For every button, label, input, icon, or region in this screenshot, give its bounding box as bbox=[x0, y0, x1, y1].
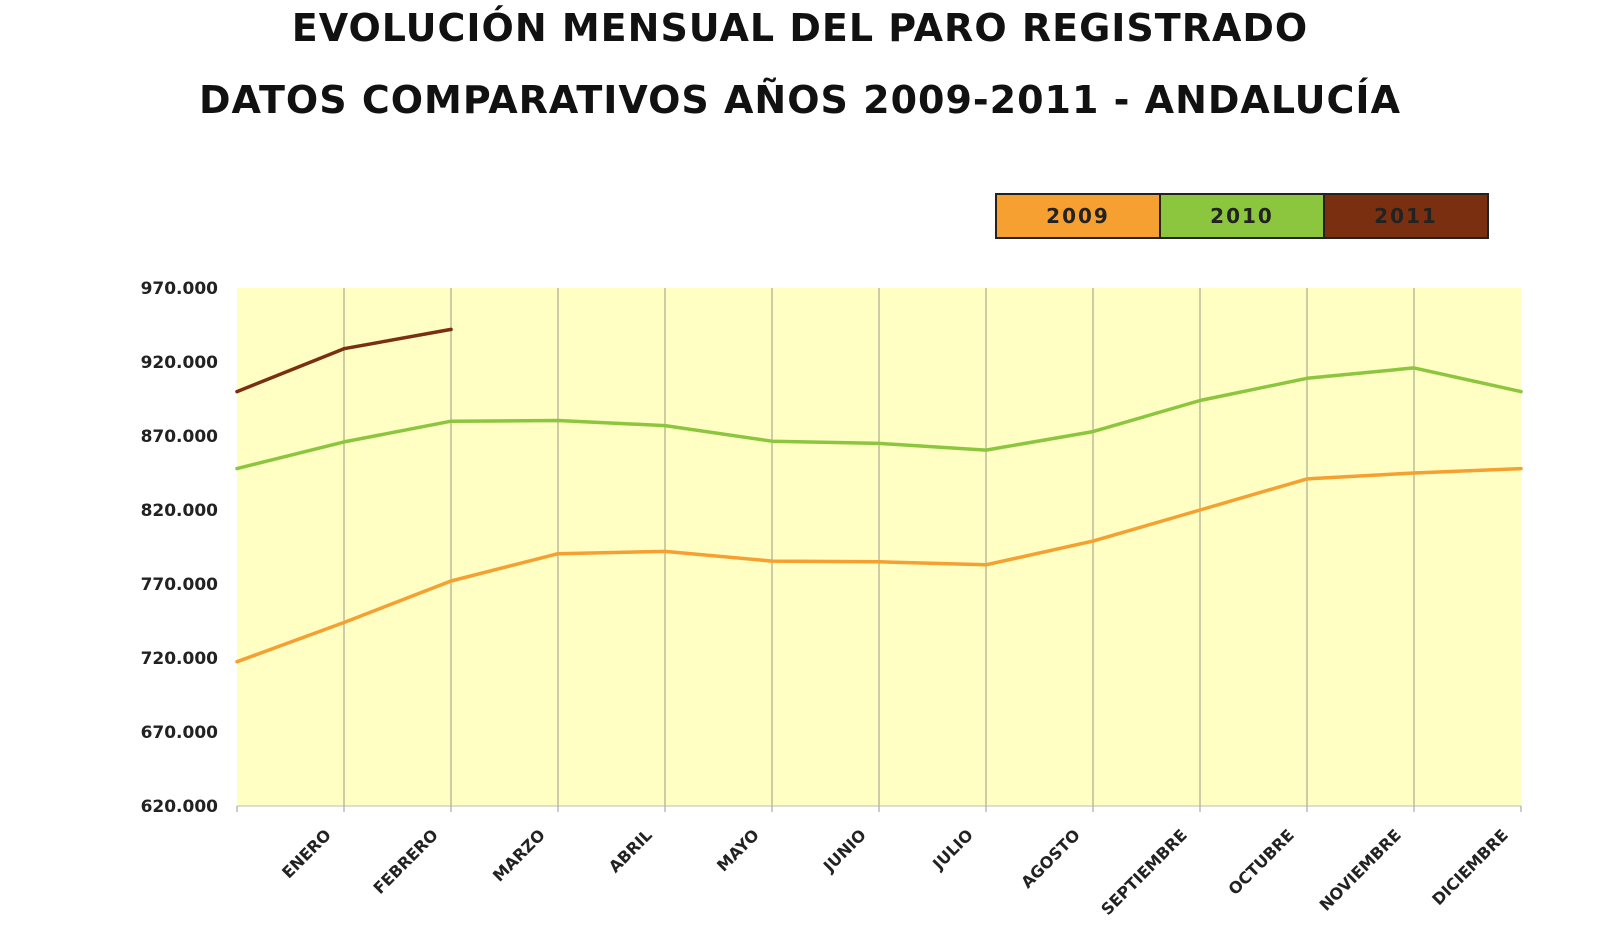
data-point-2009 bbox=[1091, 539, 1095, 543]
y-tick-label: 720.000 bbox=[141, 649, 219, 669]
data-point-2010 bbox=[1519, 390, 1523, 394]
data-point-2010 bbox=[235, 466, 239, 471]
data-point-2010 bbox=[663, 424, 667, 428]
data-point-2010 bbox=[770, 439, 774, 443]
x-tick-label: MARZO bbox=[489, 825, 549, 885]
chart-subtitle: DATOS COMPARATIVOS AÑOS 2009-2011 - ANDA… bbox=[199, 78, 1401, 122]
data-point-2010 bbox=[342, 440, 346, 444]
x-tick-label: JULIO bbox=[928, 825, 977, 874]
data-point-2010 bbox=[984, 448, 988, 452]
y-tick-label: 770.000 bbox=[141, 575, 219, 595]
y-tick-label: 870.000 bbox=[141, 427, 219, 447]
legend-item-2010: 2010 bbox=[1159, 195, 1323, 237]
data-point-2010 bbox=[449, 419, 453, 423]
y-tick-label: 970.000 bbox=[141, 279, 219, 299]
data-point-2011 bbox=[235, 390, 239, 394]
x-tick-label: ENERO bbox=[278, 825, 335, 882]
data-point-2009 bbox=[1412, 471, 1416, 475]
y-tick-label: 620.000 bbox=[141, 797, 219, 817]
data-point-2011 bbox=[342, 347, 346, 351]
data-point-2010 bbox=[1198, 398, 1202, 403]
legend-item-2009: 2009 bbox=[997, 195, 1159, 237]
x-tick-label: DICIEMBRE bbox=[1428, 825, 1512, 909]
x-tick-label: OCTUBRE bbox=[1224, 825, 1297, 898]
data-point-2010 bbox=[1305, 376, 1309, 380]
data-point-2009 bbox=[770, 559, 774, 563]
legend: 2009 2010 2011 bbox=[995, 193, 1489, 239]
data-point-2009 bbox=[556, 552, 560, 556]
data-point-2009 bbox=[342, 620, 346, 625]
data-point-2010 bbox=[1412, 366, 1416, 370]
x-tick-label: SEPTIEMBRE bbox=[1097, 825, 1191, 919]
data-point-2009 bbox=[1519, 466, 1523, 471]
y-tick-label: 670.000 bbox=[141, 723, 219, 743]
data-point-2009 bbox=[449, 579, 453, 583]
data-point-2009 bbox=[1305, 477, 1309, 481]
data-point-2009 bbox=[1198, 508, 1202, 512]
x-tick-label: ABRIL bbox=[605, 825, 656, 876]
data-point-2009 bbox=[235, 660, 239, 664]
x-tick-label: NOVIEMBRE bbox=[1316, 825, 1405, 914]
x-tick-label: AGOSTO bbox=[1017, 825, 1084, 892]
data-point-2011 bbox=[449, 327, 453, 332]
data-point-2009 bbox=[984, 563, 988, 567]
y-tick-label: 820.000 bbox=[141, 501, 219, 521]
x-tick-label: MAYO bbox=[713, 825, 763, 875]
x-tick-label: FEBRERO bbox=[370, 825, 442, 897]
y-tick-label: 920.000 bbox=[141, 353, 219, 373]
data-point-2010 bbox=[877, 441, 881, 445]
data-point-2009 bbox=[663, 549, 667, 554]
chart-title: EVOLUCIÓN MENSUAL DEL PARO REGISTRADO bbox=[291, 6, 1309, 50]
legend-item-2011: 2011 bbox=[1323, 195, 1487, 237]
data-point-2010 bbox=[556, 418, 560, 423]
data-point-2010 bbox=[1091, 429, 1095, 434]
data-point-2009 bbox=[877, 560, 881, 564]
x-tick-label: JUNIO bbox=[819, 825, 870, 876]
